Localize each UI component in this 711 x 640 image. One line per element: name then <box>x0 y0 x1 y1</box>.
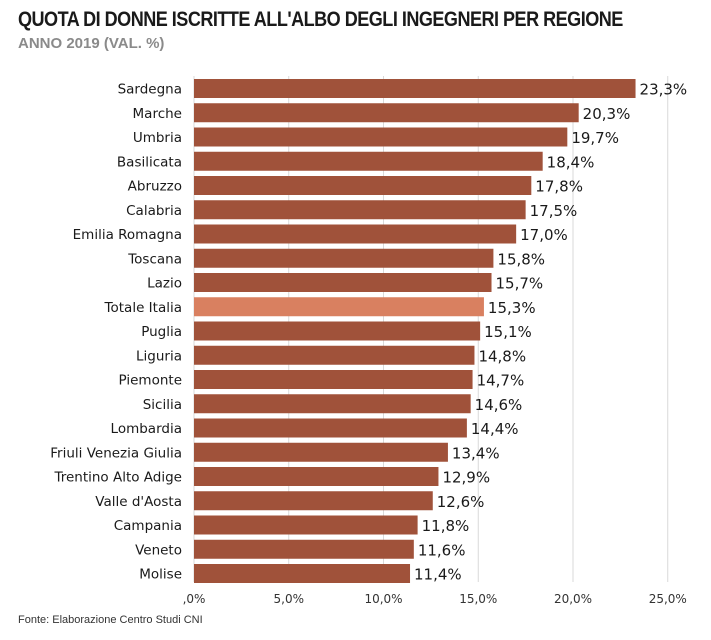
bar <box>194 467 439 486</box>
category-label: Piemonte <box>119 373 182 389</box>
bar <box>194 539 414 559</box>
bar <box>194 273 492 292</box>
x-tick-label: 25,0% <box>649 592 687 606</box>
value-label: 17,0% <box>520 226 568 244</box>
category-label: Campania <box>114 518 182 534</box>
category-label: Lazio <box>147 276 182 292</box>
value-label: 18,4% <box>547 153 595 171</box>
bar <box>194 418 467 438</box>
value-label: 15,1% <box>484 323 532 341</box>
value-label: 11,6% <box>418 541 466 559</box>
x-tick-label: 5,0% <box>274 592 305 606</box>
value-label: 14,8% <box>478 347 526 365</box>
bar <box>194 394 471 414</box>
bar <box>194 127 568 147</box>
x-tick-label: 15,0% <box>459 592 497 606</box>
chart-source: Fonte: Elaborazione Centro Studi CNI <box>18 614 203 626</box>
chart-title: QUOTA DI DONNE ISCRITTE ALL'ALBO DEGLI I… <box>18 8 623 31</box>
value-label: 12,9% <box>442 469 490 487</box>
category-label: Friuli Venezia Giulia <box>50 445 182 461</box>
category-label: Liguria <box>136 348 182 364</box>
bar <box>194 248 494 268</box>
category-label: Trentino Alto Adige <box>53 470 182 486</box>
category-label: Lombardia <box>111 421 182 437</box>
category-label: Molise <box>139 567 182 583</box>
bar <box>194 176 532 195</box>
bar <box>194 345 475 365</box>
value-label: 17,8% <box>535 178 583 196</box>
value-label: 12,6% <box>437 493 485 511</box>
bar <box>194 79 636 98</box>
value-label: 14,4% <box>471 420 519 438</box>
bar <box>194 515 418 535</box>
category-label: Marche <box>133 106 182 122</box>
category-label: Veneto <box>135 542 182 558</box>
category-label: Umbria <box>133 130 182 146</box>
bar <box>194 103 579 123</box>
category-label: Sicilia <box>143 397 182 413</box>
bar <box>194 224 517 244</box>
value-label: 15,8% <box>497 250 545 268</box>
bar <box>194 442 448 462</box>
x-tick-label: ,0% <box>183 592 206 606</box>
bar <box>194 200 526 220</box>
value-label: 14,6% <box>475 396 523 414</box>
value-label: 20,3% <box>583 105 631 123</box>
chart-subtitle: ANNO 2019 (VAL. %) <box>18 35 165 52</box>
category-label: Abruzzo <box>128 179 182 195</box>
category-label: Basilicata <box>117 154 182 170</box>
value-label: 15,7% <box>496 275 544 293</box>
category-label: Toscana <box>127 251 182 267</box>
x-tick-label: 10,0% <box>364 592 402 606</box>
category-label: Totale Italia <box>104 300 182 316</box>
value-label: 15,3% <box>488 299 536 317</box>
bar <box>194 151 543 171</box>
bar <box>194 297 484 317</box>
value-label: 13,4% <box>452 444 500 462</box>
category-label: Emilia Romagna <box>73 227 182 243</box>
value-label: 11,4% <box>414 566 462 584</box>
category-label: Calabria <box>126 203 182 219</box>
bar <box>194 370 473 389</box>
value-label: 19,7% <box>571 129 619 147</box>
bar <box>194 564 411 583</box>
value-label: 17,5% <box>530 202 578 220</box>
bar <box>194 321 481 341</box>
category-label: Valle d'Aosta <box>95 494 182 510</box>
x-tick-label: 20,0% <box>554 592 592 606</box>
value-label: 23,3% <box>640 81 688 99</box>
value-label: 11,8% <box>422 517 470 535</box>
value-label: 14,7% <box>477 372 525 390</box>
category-label: Puglia <box>141 324 182 340</box>
category-label: Sardegna <box>118 82 182 98</box>
bar <box>194 491 433 511</box>
